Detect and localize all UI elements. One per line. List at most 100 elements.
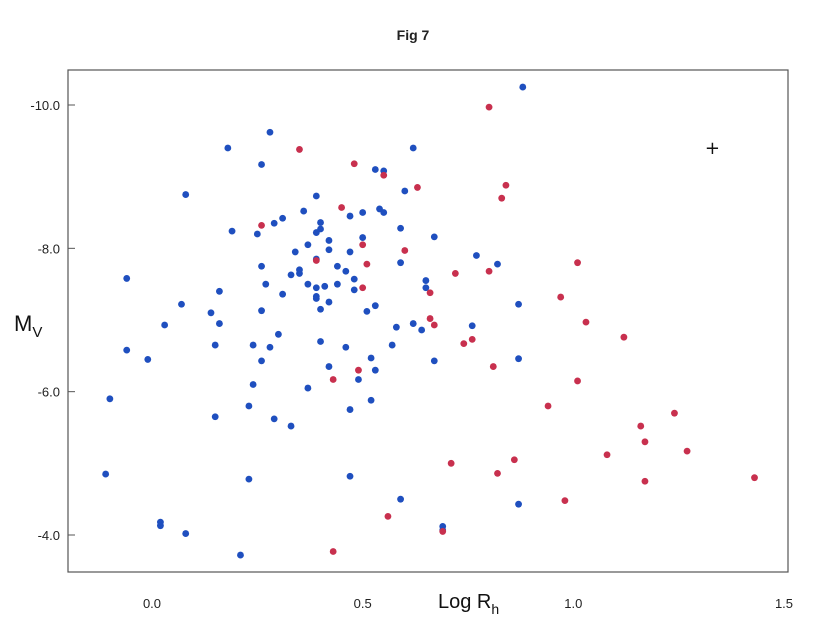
annotations: + bbox=[705, 138, 720, 159]
blue-point bbox=[304, 241, 312, 249]
blue-point bbox=[350, 286, 358, 294]
red-point bbox=[439, 528, 447, 535]
red-point bbox=[359, 241, 367, 249]
blue-point bbox=[418, 326, 426, 334]
blue-point bbox=[325, 246, 333, 254]
red-point bbox=[561, 497, 569, 504]
blue-point bbox=[430, 357, 438, 365]
blue-point bbox=[258, 357, 265, 365]
blue-point bbox=[182, 530, 190, 537]
blue-point bbox=[304, 280, 312, 288]
red-point bbox=[641, 477, 649, 485]
blue-point bbox=[216, 320, 223, 327]
blue-point bbox=[237, 551, 244, 559]
y-tick-label: -8.0 bbox=[38, 241, 60, 256]
blue-point bbox=[355, 376, 362, 383]
red-point bbox=[574, 259, 581, 267]
blue-point bbox=[325, 363, 333, 370]
blue-point bbox=[253, 230, 261, 238]
red-point bbox=[671, 409, 678, 417]
red-point bbox=[426, 315, 434, 322]
blue-point bbox=[287, 271, 295, 279]
red-point bbox=[414, 184, 421, 191]
blue-point bbox=[397, 224, 404, 232]
red-point bbox=[451, 270, 459, 277]
blue-point bbox=[371, 166, 379, 173]
blue-point bbox=[144, 356, 152, 363]
blue-point bbox=[388, 341, 396, 349]
blue-point bbox=[182, 191, 190, 198]
x-tick-label: 0.0 bbox=[143, 596, 161, 611]
red-point bbox=[485, 103, 493, 111]
blue-point bbox=[392, 323, 400, 331]
blue-point bbox=[333, 280, 341, 288]
blue-point bbox=[409, 144, 417, 152]
blue-point bbox=[287, 422, 295, 430]
blue-point bbox=[430, 233, 438, 241]
blue-point bbox=[321, 282, 329, 290]
blue-point bbox=[346, 406, 354, 413]
blue-point bbox=[346, 248, 354, 256]
blue-point bbox=[359, 234, 367, 241]
blue-point bbox=[515, 355, 522, 363]
blue-point bbox=[325, 298, 333, 306]
blue-point bbox=[325, 237, 333, 244]
red-point bbox=[603, 451, 611, 459]
x-axis-title-sub: h bbox=[491, 601, 499, 617]
red-point bbox=[329, 376, 337, 383]
red-point bbox=[380, 171, 388, 179]
y-axis-title: MV bbox=[14, 311, 42, 341]
blue-point bbox=[296, 266, 303, 274]
blue-point bbox=[363, 308, 371, 315]
blue-point bbox=[333, 262, 341, 270]
blue-point bbox=[245, 475, 253, 483]
red-point bbox=[683, 447, 691, 455]
y-axis-title-sub: V bbox=[32, 324, 42, 341]
blue-point bbox=[422, 284, 430, 292]
blue-point bbox=[346, 472, 354, 480]
red-point bbox=[312, 257, 320, 264]
red-point bbox=[502, 181, 510, 189]
red-point bbox=[498, 194, 506, 202]
blue-point bbox=[178, 300, 185, 308]
blue-point bbox=[312, 284, 320, 292]
red-point bbox=[751, 474, 758, 482]
red-point bbox=[359, 284, 367, 292]
red-point bbox=[494, 469, 501, 477]
blue-point bbox=[371, 366, 379, 374]
blue-point bbox=[397, 259, 404, 267]
data-points bbox=[102, 83, 758, 559]
blue-point bbox=[211, 413, 219, 421]
blue-point bbox=[359, 209, 367, 216]
blue-point bbox=[228, 227, 236, 235]
blue-point bbox=[207, 309, 215, 317]
blue-point bbox=[102, 470, 110, 478]
y-tick-label: -6.0 bbox=[38, 385, 60, 400]
blue-point bbox=[279, 290, 287, 298]
blue-point bbox=[519, 83, 527, 91]
blue-point bbox=[342, 343, 350, 351]
red-point bbox=[637, 422, 645, 430]
blue-point bbox=[468, 322, 476, 330]
chart-title: Fig 7 bbox=[397, 27, 430, 43]
x-tick-label: 0.5 bbox=[354, 596, 372, 611]
blue-point bbox=[317, 305, 324, 313]
x-axis-title-main: Log R bbox=[438, 591, 491, 613]
blue-point bbox=[266, 128, 274, 136]
blue-point bbox=[367, 396, 375, 404]
x-axis-title: Log Rh bbox=[438, 591, 499, 617]
red-point bbox=[350, 160, 358, 168]
blue-point bbox=[401, 187, 409, 195]
blue-point bbox=[216, 287, 223, 295]
plus-marker: + bbox=[705, 138, 720, 159]
red-point bbox=[363, 260, 371, 268]
blue-point bbox=[300, 207, 308, 215]
red-point bbox=[355, 366, 362, 374]
blue-point bbox=[270, 219, 278, 227]
blue-point bbox=[258, 307, 265, 315]
blue-point bbox=[262, 280, 270, 288]
red-point bbox=[544, 402, 552, 410]
blue-point bbox=[371, 302, 379, 310]
red-point bbox=[641, 438, 649, 446]
